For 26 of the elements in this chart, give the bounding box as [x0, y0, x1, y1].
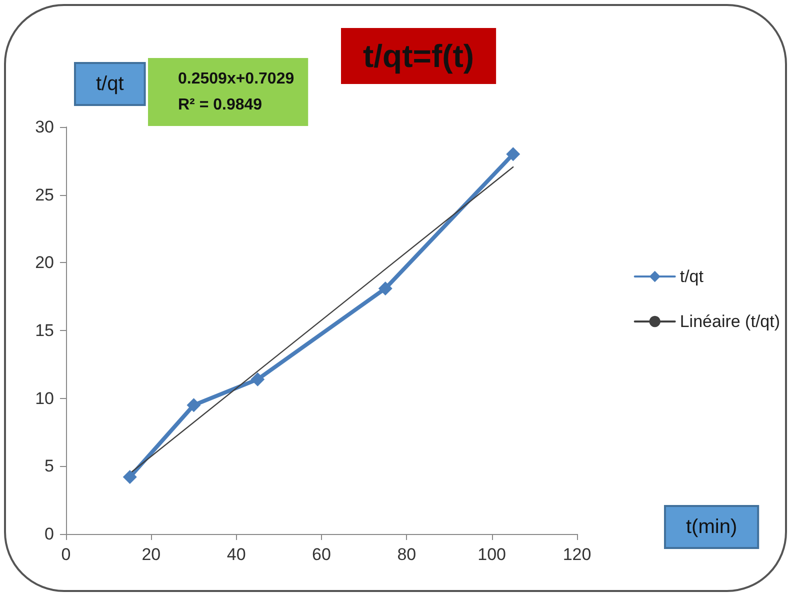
legend-label: t/qt: [680, 267, 704, 286]
y-tick-label: 25: [35, 185, 54, 204]
point: [122, 470, 137, 484]
text: 0.2509x+0.7029: [178, 70, 294, 88]
y-tick-label: 20: [35, 253, 54, 272]
text: R² = 0.9849: [178, 96, 262, 114]
y-tick-label: 30: [35, 118, 54, 136]
x-tick-label: 100: [478, 545, 506, 564]
point: [186, 398, 201, 412]
x-tick-label: 40: [226, 545, 246, 564]
y-tick-label: 15: [35, 321, 54, 340]
y-tick-label: 5: [44, 456, 54, 476]
x-axis-title: t(min): [686, 516, 738, 538]
point: [250, 372, 265, 386]
point: [378, 281, 392, 296]
y-tick-label: 10: [35, 388, 54, 408]
legend-label: Linéaire (t/qt): [680, 312, 780, 331]
x-tick-label: 20: [142, 545, 161, 564]
point: [506, 147, 520, 162]
x-tick-label: 120: [562, 545, 592, 564]
x-tick-label: 0: [61, 545, 71, 564]
y-axis-title: t/qt: [96, 73, 124, 95]
x-tick-label: 80: [397, 545, 416, 564]
x-tick-label: 60: [312, 545, 331, 564]
chart-title: t/qt=f(t): [363, 38, 474, 74]
y-tick-label: 0: [44, 524, 54, 544]
